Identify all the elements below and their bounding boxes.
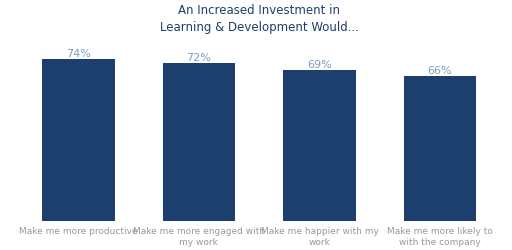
Bar [163, 64, 235, 221]
Title: An Increased Investment in
Learning & Development Would...: An Increased Investment in Learning & De… [160, 4, 359, 34]
Text: 69%: 69% [307, 60, 332, 70]
Text: 72%: 72% [186, 53, 211, 63]
Bar [404, 77, 476, 221]
Text: 66%: 66% [428, 66, 452, 76]
Text: 74%: 74% [66, 48, 91, 58]
Bar [42, 60, 115, 221]
Bar [283, 70, 356, 221]
